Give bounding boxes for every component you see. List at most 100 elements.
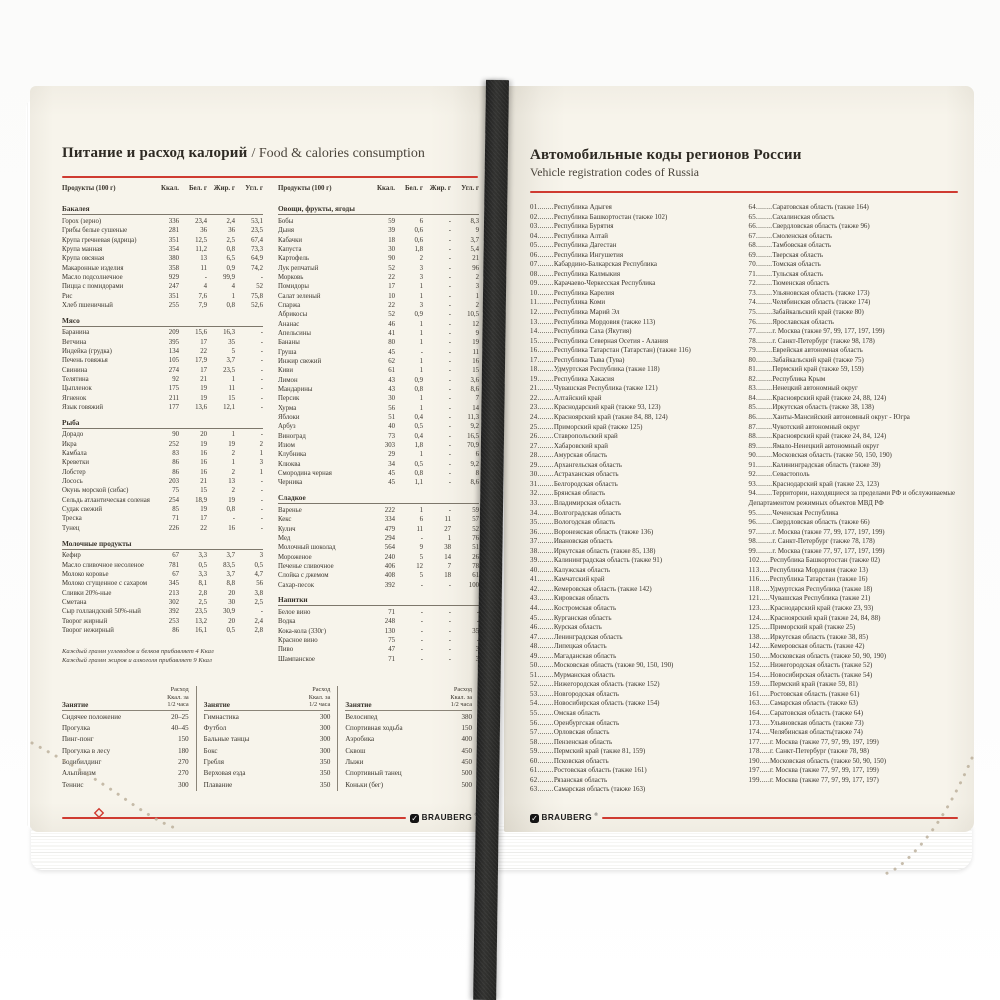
title-rule: [530, 191, 958, 193]
region-code-row: 123.....Краснодарский край (также 23, 93…: [749, 604, 961, 614]
activity-name: Спортивная ходьба: [345, 724, 403, 733]
region-code-row: 77........г. Москва (также 97, 99, 177, …: [749, 327, 961, 337]
nutrition-value: 51: [388, 414, 395, 422]
nutrition-value: 61: [388, 367, 395, 375]
nutrition-value: 1: [419, 506, 423, 514]
region-name: Республика Башкортостан (также 102): [553, 212, 668, 221]
region-code-row: 113.....Республика Мордовия (также 13): [749, 566, 961, 576]
nutrition-value: 479: [384, 525, 395, 533]
product-name: Хлеб пшеничный: [62, 301, 113, 309]
activity-row: Гимнастика 300: [204, 712, 331, 723]
region-name: Сахалинская область: [772, 212, 835, 221]
region-code: 24........: [530, 413, 554, 422]
nutrition-value: 20: [228, 589, 235, 597]
activity-kcal: 400: [461, 735, 473, 744]
region-name: Удмуртская Республика (также 18): [769, 584, 873, 593]
nutrition-value: 2: [231, 487, 235, 495]
region-name: г. Москва (также 77, 97, 99, 177, 199): [769, 766, 879, 775]
region-code-row: 70........Томская область: [749, 260, 961, 270]
region-code-row: 13........Республика Мордовия (также 113…: [530, 318, 742, 328]
product-name: Шампанское: [278, 655, 315, 663]
region-name: Ярославская область: [772, 317, 834, 326]
nutrition-value: -: [448, 470, 451, 478]
nutrition-value: 14: [472, 404, 479, 412]
region-code-row: 58........Пензенская область: [530, 738, 742, 748]
product-name: Камбала: [62, 450, 87, 458]
activity-name: Верховая езда: [203, 769, 246, 778]
nutrition-value: 1: [231, 292, 235, 300]
nutrition-value: 67,4: [251, 236, 263, 244]
food-section: Мясо Баранина 209 15,6 16,3- Ветчина 395 17 35- И…: [62, 316, 263, 413]
region-code-row: 51........Мурманская область: [530, 671, 742, 681]
food-row: Язык говяжий 177 13,6 12,1 -: [62, 403, 263, 412]
codes-column-2: 64........Саратовская область (также 164…: [749, 203, 961, 795]
activity-row: Футбол 300: [204, 723, 331, 734]
region-code-row: 65........Сахалинская область: [749, 213, 961, 223]
region-name: Республика Мордовия (также 13): [769, 565, 868, 574]
product-name: Телятина: [62, 376, 89, 383]
region-code-row: 83........Ненецкий автономный округ: [749, 384, 961, 394]
food-row: Хлеб пшеничный 255 7,9 0,8 52,6: [62, 301, 263, 310]
nutrition-value: 71: [388, 655, 395, 663]
region-code-row: 89........Ямало-Ненецкий автономный окру…: [749, 442, 961, 452]
nutrition-value: 6,5: [226, 255, 236, 263]
nutrition-value: 0,8: [226, 245, 236, 253]
region-name: Пензенская область: [553, 737, 613, 746]
nutrition-value: -: [260, 385, 263, 393]
product-name: Печенье сливочное: [278, 562, 334, 570]
food-row: Судак свежий 85 19 0,8 -: [62, 505, 263, 514]
food-section: Рыба Дорадо 90 20 1- Икра 252 19 19 2 Камбала 83 16 2…: [62, 418, 263, 533]
nutrition-value: 27: [444, 525, 451, 533]
product-name: Черника: [278, 479, 303, 487]
nutrition-value: 351: [168, 292, 179, 300]
product-name: Творог нежирный: [62, 626, 114, 634]
region-code: 116.....: [748, 575, 770, 584]
nutrition-value: 86: [172, 468, 179, 476]
region-code: 25........: [530, 422, 554, 431]
product-name: Водка: [278, 618, 296, 626]
region-code: 93........: [748, 479, 773, 488]
nutrition-value: 90: [172, 431, 179, 439]
food-section: Молочные продукты Кефир 67 3,3 3,7 3 Масло сли…: [62, 539, 263, 636]
nutrition-value: 105: [168, 357, 179, 365]
region-name: Хабаровский край: [553, 441, 608, 450]
nutrition-value: -: [260, 338, 263, 346]
activity-name: Спортивный танец: [345, 769, 402, 778]
nutrition-value: 16: [228, 524, 235, 532]
nutrition-value: -: [448, 404, 451, 412]
column-header: Угл. г: [461, 185, 479, 192]
activity-name: Гимнастика: [203, 712, 239, 721]
nutrition-value: -: [260, 376, 263, 383]
nutrition-value: 34: [388, 460, 395, 468]
region-name: г. Санкт-Петербург (также 78, 98): [769, 747, 870, 756]
activity-group: Занятие Расход Ккал. за 1/2 часа Велосипед 38…: [337, 686, 479, 791]
region-name: Чувашская Республика (также 21): [769, 594, 871, 603]
nutrition-value: 294: [384, 534, 395, 542]
nutrition-value: -: [448, 264, 451, 272]
food-row: Молоко коровье 67 3,3 3,7 4,7: [62, 570, 263, 579]
region-code-row: 76........Ярославская область: [749, 318, 961, 328]
activity-row: Прогулка в лесу 180: [62, 746, 189, 757]
region-code: 88........: [748, 432, 773, 441]
nutrition-value: 3: [259, 552, 263, 560]
title-separator: /: [251, 146, 256, 161]
nutrition-value: 52: [388, 264, 395, 272]
region-name: Ростовская область (также 61): [769, 689, 860, 698]
region-code: 67........: [748, 231, 773, 240]
region-code: 37........: [530, 537, 554, 546]
region-code-row: 11........Республика Коми: [530, 298, 742, 308]
region-code: 173.....: [748, 718, 770, 727]
food-section-title: Бакалея: [62, 204, 263, 216]
region-code-row: 31........Белгородская область: [530, 480, 742, 490]
nutrition-value: 17: [200, 366, 207, 374]
region-code: 48........: [530, 642, 554, 651]
nutrition-value: 16: [200, 450, 207, 458]
food-row: Макаронные изделия 358 11 0,9 74,2: [62, 264, 263, 273]
region-code-row: 57........Орловская область: [530, 728, 742, 738]
region-name: Карачаево-Черкесская Республика: [553, 279, 656, 288]
activity-kcal: 450: [461, 746, 473, 755]
food-row: Бобы 59 6 - 8,3: [278, 217, 479, 226]
nutrition-value: -: [260, 515, 263, 523]
left-page-footer: ✓ BRAUBERG ®: [62, 812, 478, 823]
region-name: Красноярский край (также 24, 88, 124): [772, 393, 887, 402]
